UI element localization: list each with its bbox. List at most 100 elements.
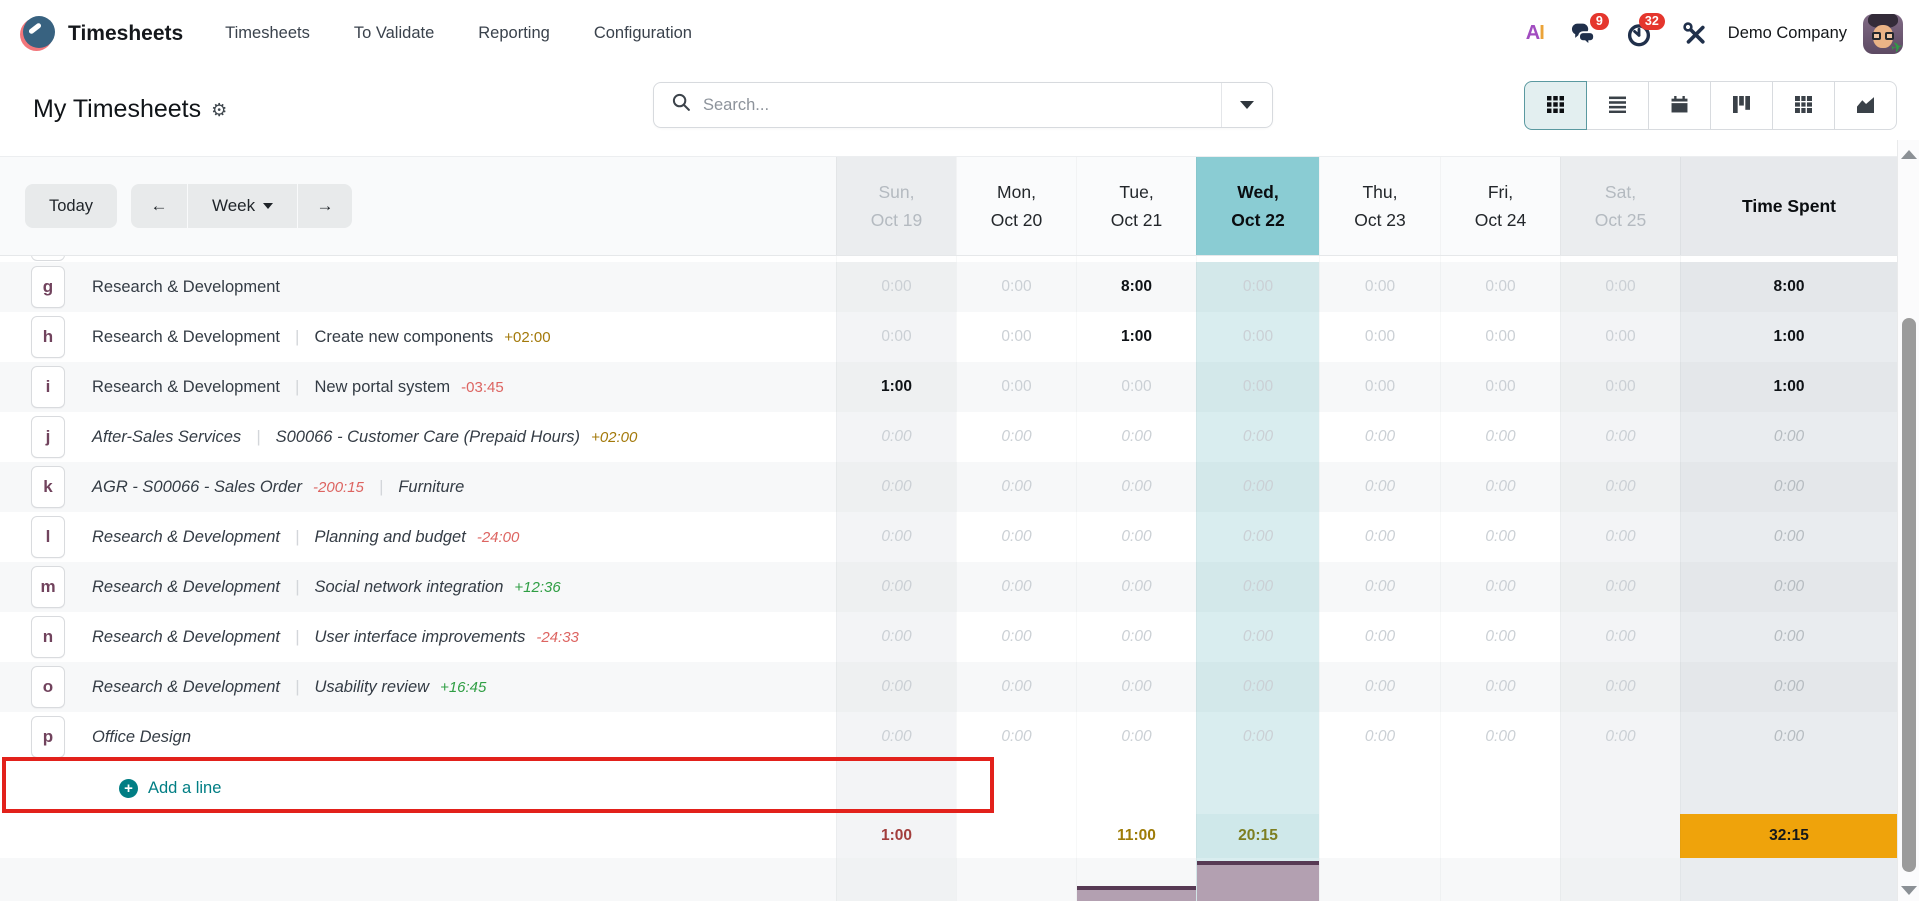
grid-cell-o-thu[interactable]: 0:00: [1319, 662, 1440, 712]
grid-cell-j-sun[interactable]: 0:00: [836, 412, 956, 462]
grid-cell-n-wed[interactable]: 0:00: [1196, 612, 1319, 662]
row-title[interactable]: AGR - S00066 - Sales Order -200:15 | Furnit…: [92, 477, 464, 497]
next-range-button[interactable]: →: [298, 184, 353, 228]
grid-cell-p-mon[interactable]: 0:00: [956, 712, 1076, 762]
scrollbar-thumb[interactable]: [1902, 318, 1916, 872]
menu-item-to-validate[interactable]: To Validate: [353, 24, 435, 42]
grid-cell-p-tue[interactable]: 0:00: [1076, 712, 1196, 762]
grid-cell-h-mon[interactable]: 0:00: [956, 312, 1076, 362]
grid-cell-j-wed[interactable]: 0:00: [1196, 412, 1319, 462]
menu-item-configuration[interactable]: Configuration: [593, 24, 692, 42]
grid-cell-o-sat[interactable]: 0:00: [1560, 662, 1680, 712]
calendar-view-button[interactable]: [1648, 81, 1711, 130]
grid-cell-m-thu[interactable]: 0:00: [1319, 562, 1440, 612]
grid-cell-n-thu[interactable]: 0:00: [1319, 612, 1440, 662]
grid-cell-g-sat[interactable]: 0:00: [1560, 262, 1680, 312]
grid-cell-g-wed[interactable]: 0:00: [1196, 262, 1319, 312]
grid-cell-g-tue[interactable]: 8:00: [1076, 262, 1196, 312]
activities-button[interactable]: 32: [1626, 12, 1665, 47]
graph-view-button[interactable]: [1834, 81, 1897, 130]
menu-item-timesheets[interactable]: Timesheets: [225, 24, 310, 42]
pivot-view-button[interactable]: [1772, 81, 1835, 130]
grid-cell-n-fri[interactable]: 0:00: [1440, 612, 1560, 662]
grid-cell-h-fri[interactable]: 0:00: [1440, 312, 1560, 362]
grid-cell-j-sat[interactable]: 0:00: [1560, 412, 1680, 462]
ai-assistant-icon[interactable]: AI: [1526, 22, 1545, 45]
grid-cell-h-sat[interactable]: 0:00: [1560, 312, 1680, 362]
debug-tools-button[interactable]: [1682, 21, 1708, 47]
grid-cell-g-mon[interactable]: 0:00: [956, 262, 1076, 312]
grid-cell-p-sun[interactable]: 0:00: [836, 712, 956, 762]
row-title[interactable]: Research & Development | Social network in…: [92, 577, 561, 597]
grid-cell-m-wed[interactable]: 0:00: [1196, 562, 1319, 612]
grid-cell-k-thu[interactable]: 0:00: [1319, 462, 1440, 512]
row-title[interactable]: Office Design: [92, 728, 191, 747]
scroll-up-arrow-icon[interactable]: [1901, 150, 1917, 159]
grid-cell-h-wed[interactable]: 0:00: [1196, 312, 1319, 362]
grid-cell-g-fri[interactable]: 0:00: [1440, 262, 1560, 312]
grid-cell-j-fri[interactable]: 0:00: [1440, 412, 1560, 462]
grid-cell-h-tue[interactable]: 1:00: [1076, 312, 1196, 362]
grid-cell-k-mon[interactable]: 0:00: [956, 462, 1076, 512]
grid-cell-n-tue[interactable]: 0:00: [1076, 612, 1196, 662]
grid-cell-h-sun[interactable]: 0:00: [836, 312, 956, 362]
app-title[interactable]: Timesheets: [68, 21, 184, 45]
grid-cell-g-sun[interactable]: 0:00: [836, 262, 956, 312]
grid-cell-k-tue[interactable]: 0:00: [1076, 462, 1196, 512]
gear-icon[interactable]: ⚙: [211, 99, 228, 120]
row-title[interactable]: Research & Development | Planning and budg…: [92, 527, 519, 547]
grid-cell-m-mon[interactable]: 0:00: [956, 562, 1076, 612]
grid-cell-n-mon[interactable]: 0:00: [956, 612, 1076, 662]
grid-cell-h-thu[interactable]: 0:00: [1319, 312, 1440, 362]
grid-cell-m-tue[interactable]: 0:00: [1076, 562, 1196, 612]
row-title[interactable]: Research & Development | User interface im…: [92, 627, 579, 647]
row-title[interactable]: After-Sales Services | S00066 - Customer C…: [92, 427, 637, 447]
grid-cell-l-fri[interactable]: 0:00: [1440, 512, 1560, 562]
grid-view-button[interactable]: [1524, 81, 1587, 130]
app-logo-timesheets-icon[interactable]: [20, 15, 56, 52]
grid-cell-m-sun[interactable]: 0:00: [836, 562, 956, 612]
grid-cell-m-fri[interactable]: 0:00: [1440, 562, 1560, 612]
add-line-button[interactable]: + Add a line: [0, 762, 836, 814]
grid-cell-l-sun[interactable]: 0:00: [836, 512, 956, 562]
grid-cell-k-sat[interactable]: 0:00: [1560, 462, 1680, 512]
grid-cell-j-tue[interactable]: 0:00: [1076, 412, 1196, 462]
grid-cell-i-tue[interactable]: 0:00: [1076, 362, 1196, 412]
grid-cell-l-wed[interactable]: 0:00: [1196, 512, 1319, 562]
grid-cell-n-sat[interactable]: 0:00: [1560, 612, 1680, 662]
list-view-button[interactable]: [1586, 81, 1649, 130]
row-title[interactable]: Research & Development: [92, 278, 280, 297]
messages-button[interactable]: 9: [1570, 12, 1609, 47]
row-title[interactable]: Research & Development | New portal system…: [92, 377, 504, 397]
grid-cell-p-thu[interactable]: 0:00: [1319, 712, 1440, 762]
search-input[interactable]: [703, 95, 1213, 115]
grid-cell-o-fri[interactable]: 0:00: [1440, 662, 1560, 712]
grid-cell-o-wed[interactable]: 0:00: [1196, 662, 1319, 712]
grid-cell-i-fri[interactable]: 0:00: [1440, 362, 1560, 412]
menu-item-reporting[interactable]: Reporting: [478, 24, 550, 42]
grid-cell-g-thu[interactable]: 0:00: [1319, 262, 1440, 312]
search-options-toggle[interactable]: [1222, 83, 1272, 127]
row-title[interactable]: Research & Development | Create new compon…: [92, 327, 551, 347]
grid-cell-n-sun[interactable]: 0:00: [836, 612, 956, 662]
grid-cell-k-sun[interactable]: 0:00: [836, 462, 956, 512]
range-selector-button[interactable]: Week: [188, 184, 298, 228]
grid-cell-p-sat[interactable]: 0:00: [1560, 712, 1680, 762]
grid-cell-l-sat[interactable]: 0:00: [1560, 512, 1680, 562]
grid-cell-k-fri[interactable]: 0:00: [1440, 462, 1560, 512]
grid-cell-i-sat[interactable]: 0:00: [1560, 362, 1680, 412]
grid-cell-i-wed[interactable]: 0:00: [1196, 362, 1319, 412]
previous-range-button[interactable]: ←: [131, 184, 188, 228]
row-title[interactable]: Research & Development | Usability review +…: [92, 677, 486, 697]
grid-cell-p-wed[interactable]: 0:00: [1196, 712, 1319, 762]
today-button[interactable]: Today: [25, 184, 118, 228]
grid-cell-i-thu[interactable]: 0:00: [1319, 362, 1440, 412]
grid-cell-l-tue[interactable]: 0:00: [1076, 512, 1196, 562]
company-switcher[interactable]: Demo Company: [1727, 24, 1847, 42]
grid-cell-l-mon[interactable]: 0:00: [956, 512, 1076, 562]
kanban-view-button[interactable]: [1710, 81, 1773, 130]
scroll-down-arrow-icon[interactable]: [1901, 886, 1917, 895]
grid-cell-o-tue[interactable]: 0:00: [1076, 662, 1196, 712]
grid-cell-i-sun[interactable]: 1:00: [836, 362, 956, 412]
grid-cell-l-thu[interactable]: 0:00: [1319, 512, 1440, 562]
